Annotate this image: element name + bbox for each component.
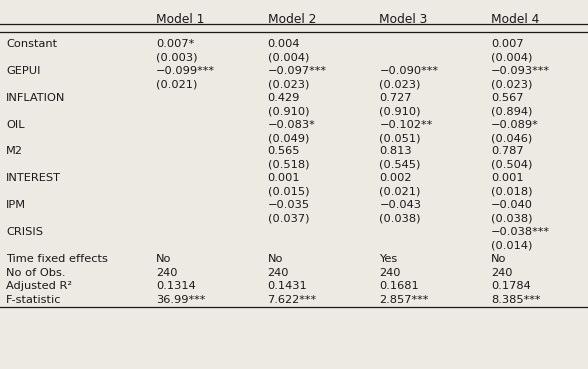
Text: OIL: OIL [6,120,24,130]
Text: 0.727: 0.727 [379,93,412,103]
Text: IPM: IPM [6,200,26,210]
Text: 0.1314: 0.1314 [156,281,196,291]
Text: (0.504): (0.504) [491,160,532,170]
Text: (0.023): (0.023) [268,79,309,89]
Text: INTEREST: INTEREST [6,173,61,183]
Text: 0.1784: 0.1784 [491,281,531,291]
Text: −0.035: −0.035 [268,200,310,210]
Text: (0.910): (0.910) [379,106,421,116]
Text: No: No [268,254,283,264]
Text: (0.014): (0.014) [491,241,532,251]
Text: (0.021): (0.021) [156,79,197,89]
Text: Model 3: Model 3 [379,13,427,26]
Text: No: No [156,254,171,264]
Text: 240: 240 [156,268,178,278]
Text: Constant: Constant [6,39,57,49]
Text: (0.004): (0.004) [491,52,532,62]
Text: (0.518): (0.518) [268,160,309,170]
Text: (0.023): (0.023) [379,79,420,89]
Text: 8.385***: 8.385*** [491,294,540,305]
Text: (0.021): (0.021) [379,187,420,197]
Text: −0.099***: −0.099*** [156,66,215,76]
Text: 0.429: 0.429 [268,93,300,103]
Text: (0.015): (0.015) [268,187,309,197]
Text: (0.018): (0.018) [491,187,533,197]
Text: (0.037): (0.037) [268,214,309,224]
Text: 0.007*: 0.007* [156,39,194,49]
Text: Model 1: Model 1 [156,13,204,26]
Text: 0.001: 0.001 [268,173,300,183]
Text: Time fixed effects: Time fixed effects [6,254,108,264]
Text: (0.046): (0.046) [491,133,532,143]
Text: 0.813: 0.813 [379,146,412,156]
Text: (0.049): (0.049) [268,133,309,143]
Text: 0.004: 0.004 [268,39,300,49]
Text: Adjusted R²: Adjusted R² [6,281,72,291]
Text: (0.051): (0.051) [379,133,421,143]
Text: −0.093***: −0.093*** [491,66,550,76]
Text: Yes: Yes [379,254,397,264]
Text: GEPUI: GEPUI [6,66,41,76]
Text: 0.1681: 0.1681 [379,281,419,291]
Text: −0.097***: −0.097*** [268,66,326,76]
Text: 0.001: 0.001 [491,173,523,183]
Text: M2: M2 [6,146,23,156]
Text: −0.089*: −0.089* [491,120,539,130]
Text: 240: 240 [379,268,401,278]
Text: 240: 240 [491,268,513,278]
Text: −0.043: −0.043 [379,200,421,210]
Text: (0.023): (0.023) [491,79,532,89]
Text: INFLATION: INFLATION [6,93,65,103]
Text: (0.004): (0.004) [268,52,309,62]
Text: 2.857***: 2.857*** [379,294,429,305]
Text: (0.545): (0.545) [379,160,420,170]
Text: Model 2: Model 2 [268,13,316,26]
Text: −0.090***: −0.090*** [379,66,438,76]
Text: 7.622***: 7.622*** [268,294,317,305]
Text: 0.1431: 0.1431 [268,281,308,291]
Text: −0.038***: −0.038*** [491,227,550,237]
Text: 0.567: 0.567 [491,93,523,103]
Text: −0.083*: −0.083* [268,120,315,130]
Text: 0.002: 0.002 [379,173,412,183]
Text: F-statistic: F-statistic [6,294,61,305]
Text: (0.910): (0.910) [268,106,309,116]
Text: 0.007: 0.007 [491,39,523,49]
Text: 36.99***: 36.99*** [156,294,205,305]
Text: Model 4: Model 4 [491,13,539,26]
Text: −0.040: −0.040 [491,200,533,210]
Text: No: No [491,254,506,264]
Text: (0.894): (0.894) [491,106,532,116]
Text: CRISIS: CRISIS [6,227,43,237]
Text: 0.787: 0.787 [491,146,523,156]
Text: 240: 240 [268,268,289,278]
Text: (0.038): (0.038) [491,214,533,224]
Text: (0.038): (0.038) [379,214,421,224]
Text: −0.102**: −0.102** [379,120,433,130]
Text: (0.003): (0.003) [156,52,198,62]
Text: 0.565: 0.565 [268,146,300,156]
Text: No of Obs.: No of Obs. [6,268,65,278]
